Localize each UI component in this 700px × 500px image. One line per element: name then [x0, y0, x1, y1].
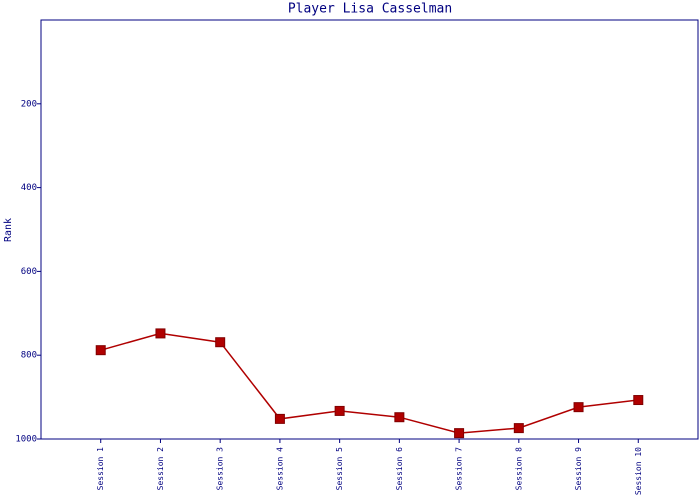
x-tick-label: Session 4 — [275, 447, 284, 491]
y-tick-label: 400 — [21, 183, 37, 193]
point-marker — [513, 423, 524, 434]
x-tick-label: Session 10 — [634, 447, 643, 495]
x-tick-label: Session 7 — [455, 447, 464, 491]
point-marker — [155, 328, 166, 339]
point-marker — [95, 345, 106, 356]
x-tick-label: Session 2 — [156, 447, 165, 491]
point-marker — [454, 428, 465, 439]
point-marker — [633, 395, 644, 406]
point-marker — [215, 337, 226, 348]
point-marker — [274, 413, 285, 424]
y-tick-label: 200 — [21, 99, 37, 109]
x-tick-label: Session 5 — [335, 447, 344, 491]
x-tick-label: Session 3 — [216, 447, 225, 491]
y-tick-label: 1000 — [15, 435, 37, 445]
x-tick-label: Session 6 — [395, 447, 404, 491]
x-tick-label: Session 1 — [96, 447, 105, 491]
y-tick-label: 600 — [21, 267, 37, 277]
y-tick-label: 800 — [21, 351, 37, 361]
series-line — [100, 332, 639, 434]
x-tick-label: Session 9 — [574, 447, 583, 491]
x-tick-label: Session 8 — [514, 447, 523, 491]
point-marker — [334, 405, 345, 416]
plot-frame — [40, 19, 699, 440]
point-marker — [394, 412, 405, 423]
chart-title: Player Lisa Casselman — [288, 2, 452, 17]
point-marker — [573, 402, 584, 413]
y-axis-label: Rank — [3, 218, 14, 242]
